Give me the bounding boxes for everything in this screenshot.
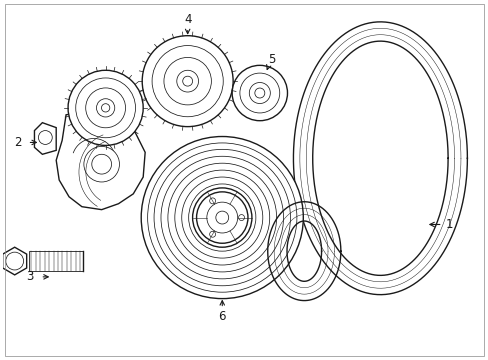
Circle shape [85, 88, 125, 128]
Circle shape [192, 188, 251, 247]
Circle shape [141, 136, 303, 298]
Circle shape [68, 70, 143, 145]
Text: 3: 3 [26, 270, 33, 283]
Polygon shape [56, 111, 145, 210]
Circle shape [161, 156, 283, 279]
Circle shape [84, 147, 119, 182]
Text: 5: 5 [267, 53, 275, 66]
Circle shape [102, 104, 109, 112]
Circle shape [154, 149, 290, 286]
Circle shape [209, 231, 215, 237]
Circle shape [177, 70, 198, 92]
Text: 2: 2 [14, 136, 21, 149]
Circle shape [254, 88, 264, 98]
Circle shape [206, 202, 237, 233]
Polygon shape [34, 123, 56, 154]
Circle shape [152, 46, 223, 117]
Circle shape [249, 82, 270, 104]
Circle shape [240, 73, 279, 113]
Circle shape [147, 143, 296, 292]
Circle shape [142, 36, 233, 127]
Circle shape [92, 154, 111, 174]
Circle shape [238, 215, 244, 221]
Circle shape [232, 66, 287, 121]
Polygon shape [28, 251, 83, 271]
Polygon shape [3, 247, 27, 275]
Circle shape [167, 163, 276, 272]
Circle shape [209, 198, 215, 204]
Circle shape [215, 211, 228, 224]
Circle shape [6, 252, 23, 270]
Circle shape [39, 131, 52, 144]
Text: 4: 4 [183, 13, 191, 26]
Circle shape [182, 177, 262, 258]
Circle shape [163, 58, 211, 105]
Text: 6: 6 [218, 310, 225, 323]
Text: 1: 1 [445, 218, 452, 231]
Circle shape [183, 76, 192, 86]
Circle shape [196, 192, 247, 243]
Circle shape [96, 99, 115, 117]
Circle shape [174, 170, 269, 265]
Circle shape [76, 78, 135, 138]
Circle shape [188, 184, 255, 251]
